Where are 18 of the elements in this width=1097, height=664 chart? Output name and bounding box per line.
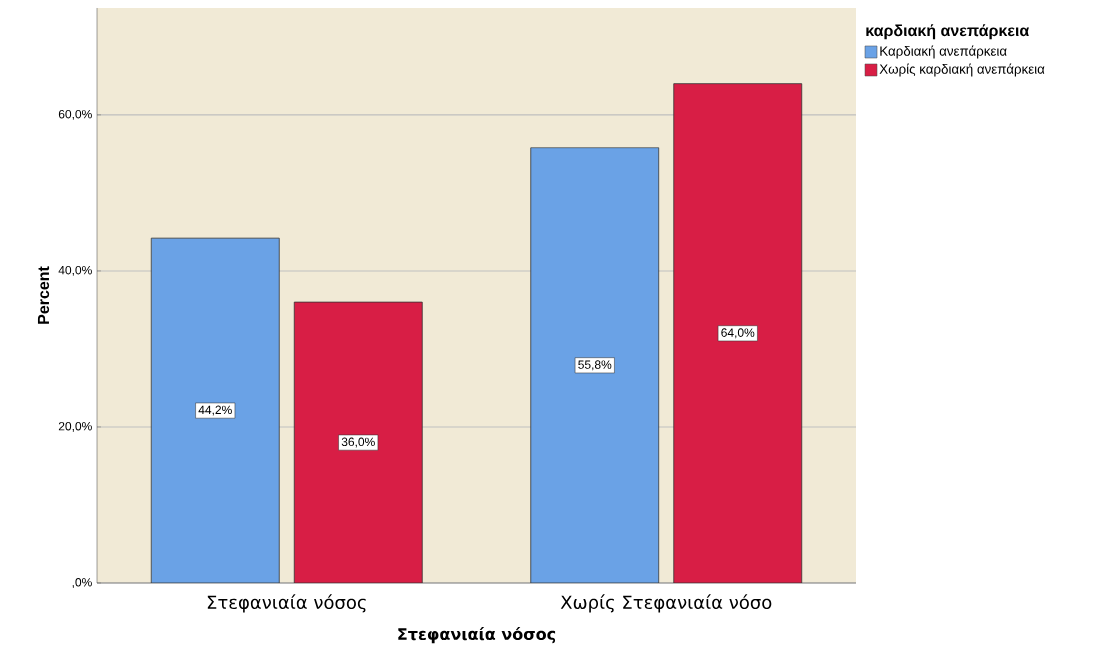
data-label: 36,0% <box>341 437 375 448</box>
y-tick-label: 20,0% <box>58 421 92 432</box>
bar <box>150 237 280 583</box>
y-axis-title: Percent <box>37 266 50 324</box>
data-label: 44,2% <box>198 405 232 416</box>
x-axis-title: Στεφανιαία νόσος <box>398 627 556 644</box>
y-tick-label: 40,0% <box>58 265 92 276</box>
data-label: 55,8% <box>578 360 612 371</box>
data-label: 64,0% <box>721 328 755 339</box>
bar <box>293 301 423 583</box>
legend-label: Καρδιακή ανεπάρκεια <box>880 45 1007 59</box>
y-tick-label: ,0% <box>72 578 92 588</box>
y-tick-label: 60,0% <box>58 109 92 120</box>
legend-label: Χωρίς καρδιακή ανεπάρκεια <box>879 63 1045 77</box>
bar <box>673 83 803 583</box>
bar <box>530 147 660 583</box>
legend-title: καρδιακή ανεπάρκεια <box>866 24 1030 40</box>
x-tick-label: Χωρίς Στεφανιαία νόσο <box>560 594 772 613</box>
